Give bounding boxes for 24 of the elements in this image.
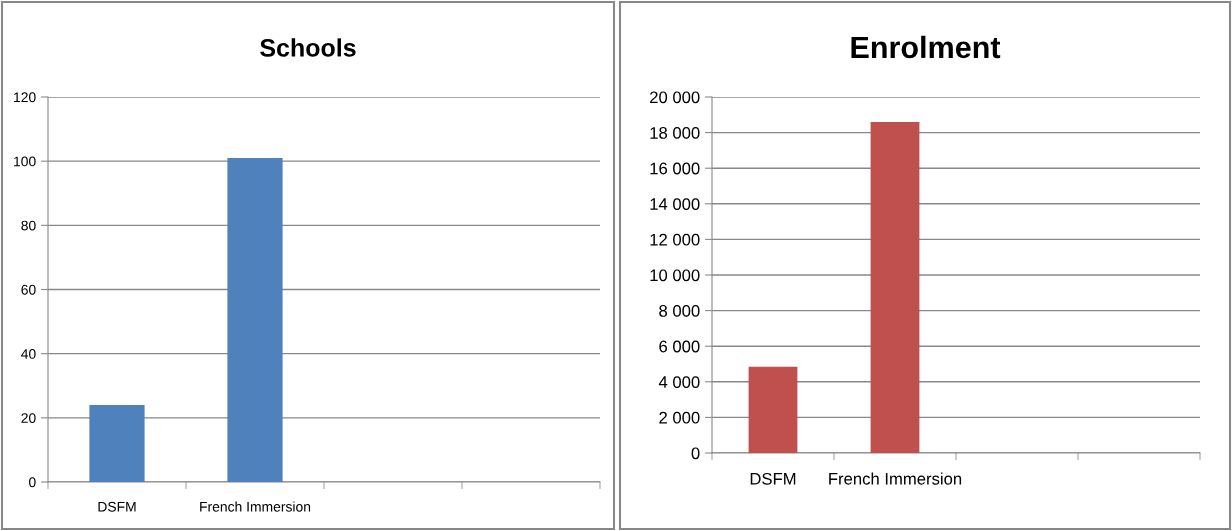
x-tick-label: French Immersion <box>829 472 962 485</box>
y-tick-label: 4 000 <box>658 376 700 388</box>
y-tick-label: 60 <box>21 284 36 295</box>
y-tick-label: 0 <box>691 447 700 460</box>
x-tick-label: French Immersion <box>200 501 311 512</box>
chart-title: Enrolment <box>851 35 1001 59</box>
y-tick-label: 18 000 <box>650 127 700 139</box>
y-tick-label: 14 000 <box>650 198 700 210</box>
y-tick-label: 100 <box>14 156 36 167</box>
y-tick-label: 80 <box>21 220 36 231</box>
y-tick-label: 6 000 <box>659 340 700 353</box>
y-tick-label: 16 000 <box>650 162 700 175</box>
y-tick-label: 20 000 <box>650 91 700 104</box>
x-tick-label: DSFM <box>98 501 136 512</box>
chart-title: Schools <box>260 38 356 57</box>
y-tick-label: 10 000 <box>650 269 700 282</box>
y-tick-label: 8 000 <box>659 305 700 317</box>
y-tick-label: 0 <box>29 477 36 488</box>
y-tick-label: 20 <box>21 413 36 423</box>
y-tick-label: 12 000 <box>650 233 700 246</box>
y-tick-label: 2 000 <box>659 411 700 424</box>
x-tick-label: DSFM <box>750 472 796 485</box>
y-tick-label: 40 <box>21 349 36 359</box>
y-tick-label: 120 <box>14 92 36 103</box>
